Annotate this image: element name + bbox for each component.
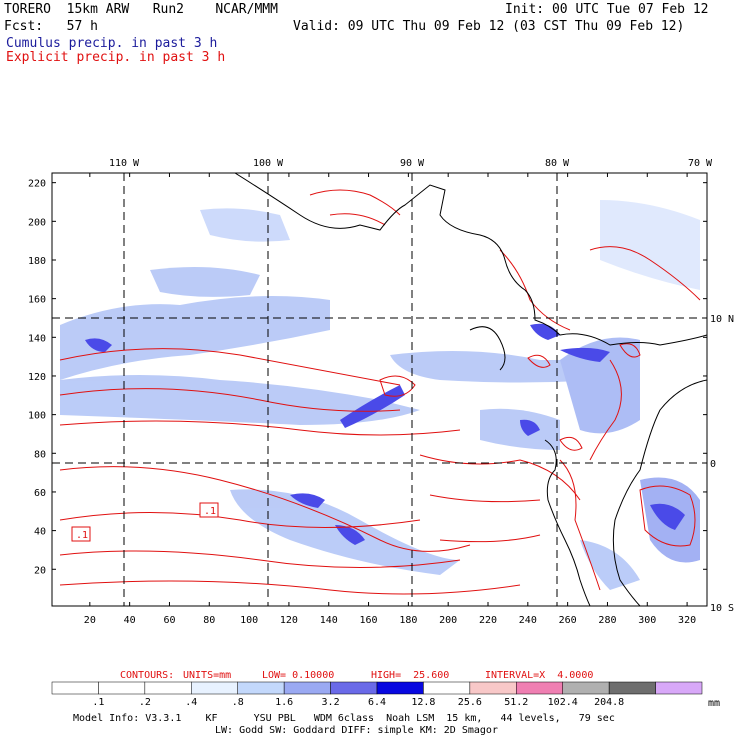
latitude-label: 0 (710, 459, 716, 470)
valid-time: Valid: 09 UTC Thu 09 Feb 12 (03 CST Thu … (293, 19, 685, 34)
contours-interval: INTERVAL=X 4.0000 (485, 670, 594, 681)
y-tick-label: 60 (34, 488, 46, 499)
colorbar-label: 51.2 (504, 697, 528, 708)
colorbar-swatch (562, 681, 610, 695)
longitude-label: 100 W (253, 158, 284, 169)
x-tick-label: 200 (439, 615, 457, 626)
colorbar: .1 .2 .4 .8 1.6 3.2 6.4 12.8 25.6 51.2 102.4 204.8 (51, 681, 703, 708)
model-info: Model Info: V3.3.1 KF YSU PBL WDM 6class… (73, 713, 615, 724)
colorbar-swatch (144, 681, 192, 695)
colorbar-swatch (283, 681, 331, 695)
contours-low: LOW= 0.10000 (262, 670, 335, 681)
y-tick-label: 40 (34, 527, 46, 538)
colorbar-unit: mm (708, 698, 721, 709)
coastlines (234, 173, 707, 606)
x-tick-label: 120 (280, 615, 298, 626)
contours-high: HIGH= 25.600 (371, 670, 450, 681)
contour-label-box (199, 502, 219, 518)
model-info-physics: LW: Godd SW: Goddard DIFF: simple KM: 2D… (215, 725, 498, 736)
colorbar-swatch (423, 681, 471, 695)
colorbar-label: 12.8 (411, 697, 435, 708)
colorbar-swatch (655, 681, 703, 695)
colorbar-label: 102.4 (548, 697, 578, 708)
explicit-contours (59, 189, 701, 595)
contour-label-box (71, 526, 91, 542)
contour-label: .1 (204, 506, 216, 517)
colorbar-swatch (330, 681, 378, 695)
map-frame (51, 172, 708, 607)
colorbar-swatch (469, 681, 517, 695)
longitude-label: 110 W (109, 158, 140, 169)
colorbar-label: 6.4 (368, 697, 386, 708)
colorbar-swatch (608, 681, 656, 695)
colorbar-label: .8 (232, 697, 244, 708)
y-tick-label: 80 (34, 449, 46, 460)
colorbar-label: .1 (92, 697, 104, 708)
model-title: TORERO 15km ARW Run2 NCAR/MMM (4, 2, 278, 17)
contours-units: UNITS=mm (183, 670, 232, 681)
x-tick-label: 240 (519, 615, 537, 626)
x-tick-label: 140 (320, 615, 338, 626)
y-tick-label: 180 (28, 256, 46, 267)
colorbar-swatch (376, 681, 424, 695)
latitude-label: 10 N (710, 314, 734, 325)
x-tick-label: 40 (124, 615, 136, 626)
colorbar-swatch (98, 681, 146, 695)
colorbar-label: 25.6 (458, 697, 482, 708)
y-tick-label: 200 (28, 217, 46, 228)
cumulus-shading (60, 200, 700, 590)
colorbar-swatch (516, 681, 563, 695)
x-tick-label: 300 (638, 615, 656, 626)
y-tick-label: 160 (28, 295, 46, 306)
x-tick-label: 100 (240, 615, 258, 626)
colorbar-label: 1.6 (275, 697, 293, 708)
longitude-label: 80 W (545, 158, 570, 169)
latitude-label: 10 S (710, 603, 734, 614)
colorbar-label: .4 (185, 697, 197, 708)
x-tick-label: 20 (84, 615, 96, 626)
colorbar-label: 3.2 (322, 697, 340, 708)
contours-prefix: CONTOURS: (120, 670, 175, 681)
x-tick-label: 80 (203, 615, 215, 626)
x-tick-label: 320 (678, 615, 696, 626)
x-tick-label: 180 (399, 615, 417, 626)
colorbar-swatch (237, 681, 285, 695)
graticule (52, 173, 707, 606)
x-tick-label: 280 (598, 615, 616, 626)
cumulus-legend-text: Cumulus precip. in past 3 h (6, 36, 218, 51)
y-tick-label: 120 (28, 372, 46, 383)
contour-label: .1 (76, 530, 88, 541)
init-time: Init: 00 UTC Tue 07 Feb 12 (505, 2, 709, 17)
x-tick-label: 220 (479, 615, 497, 626)
x-tick-label: 60 (163, 615, 175, 626)
longitude-label: 90 W (400, 158, 425, 169)
colorbar-label: .2 (139, 697, 151, 708)
y-tick-label: 220 (28, 179, 46, 190)
colorbar-swatch (191, 681, 238, 695)
y-tick-label: 140 (28, 333, 46, 344)
y-tick-label: 100 (28, 411, 46, 422)
y-tick-label: 20 (34, 565, 46, 576)
explicit-legend-text: Explicit precip. in past 3 h (6, 50, 226, 65)
forecast-hour: Fcst: 57 h (4, 19, 98, 34)
colorbar-swatch (51, 681, 99, 695)
colorbar-label: 204.8 (594, 697, 624, 708)
x-tick-label: 160 (360, 615, 378, 626)
longitude-label: 70 W (688, 158, 713, 169)
x-tick-label: 260 (559, 615, 577, 626)
